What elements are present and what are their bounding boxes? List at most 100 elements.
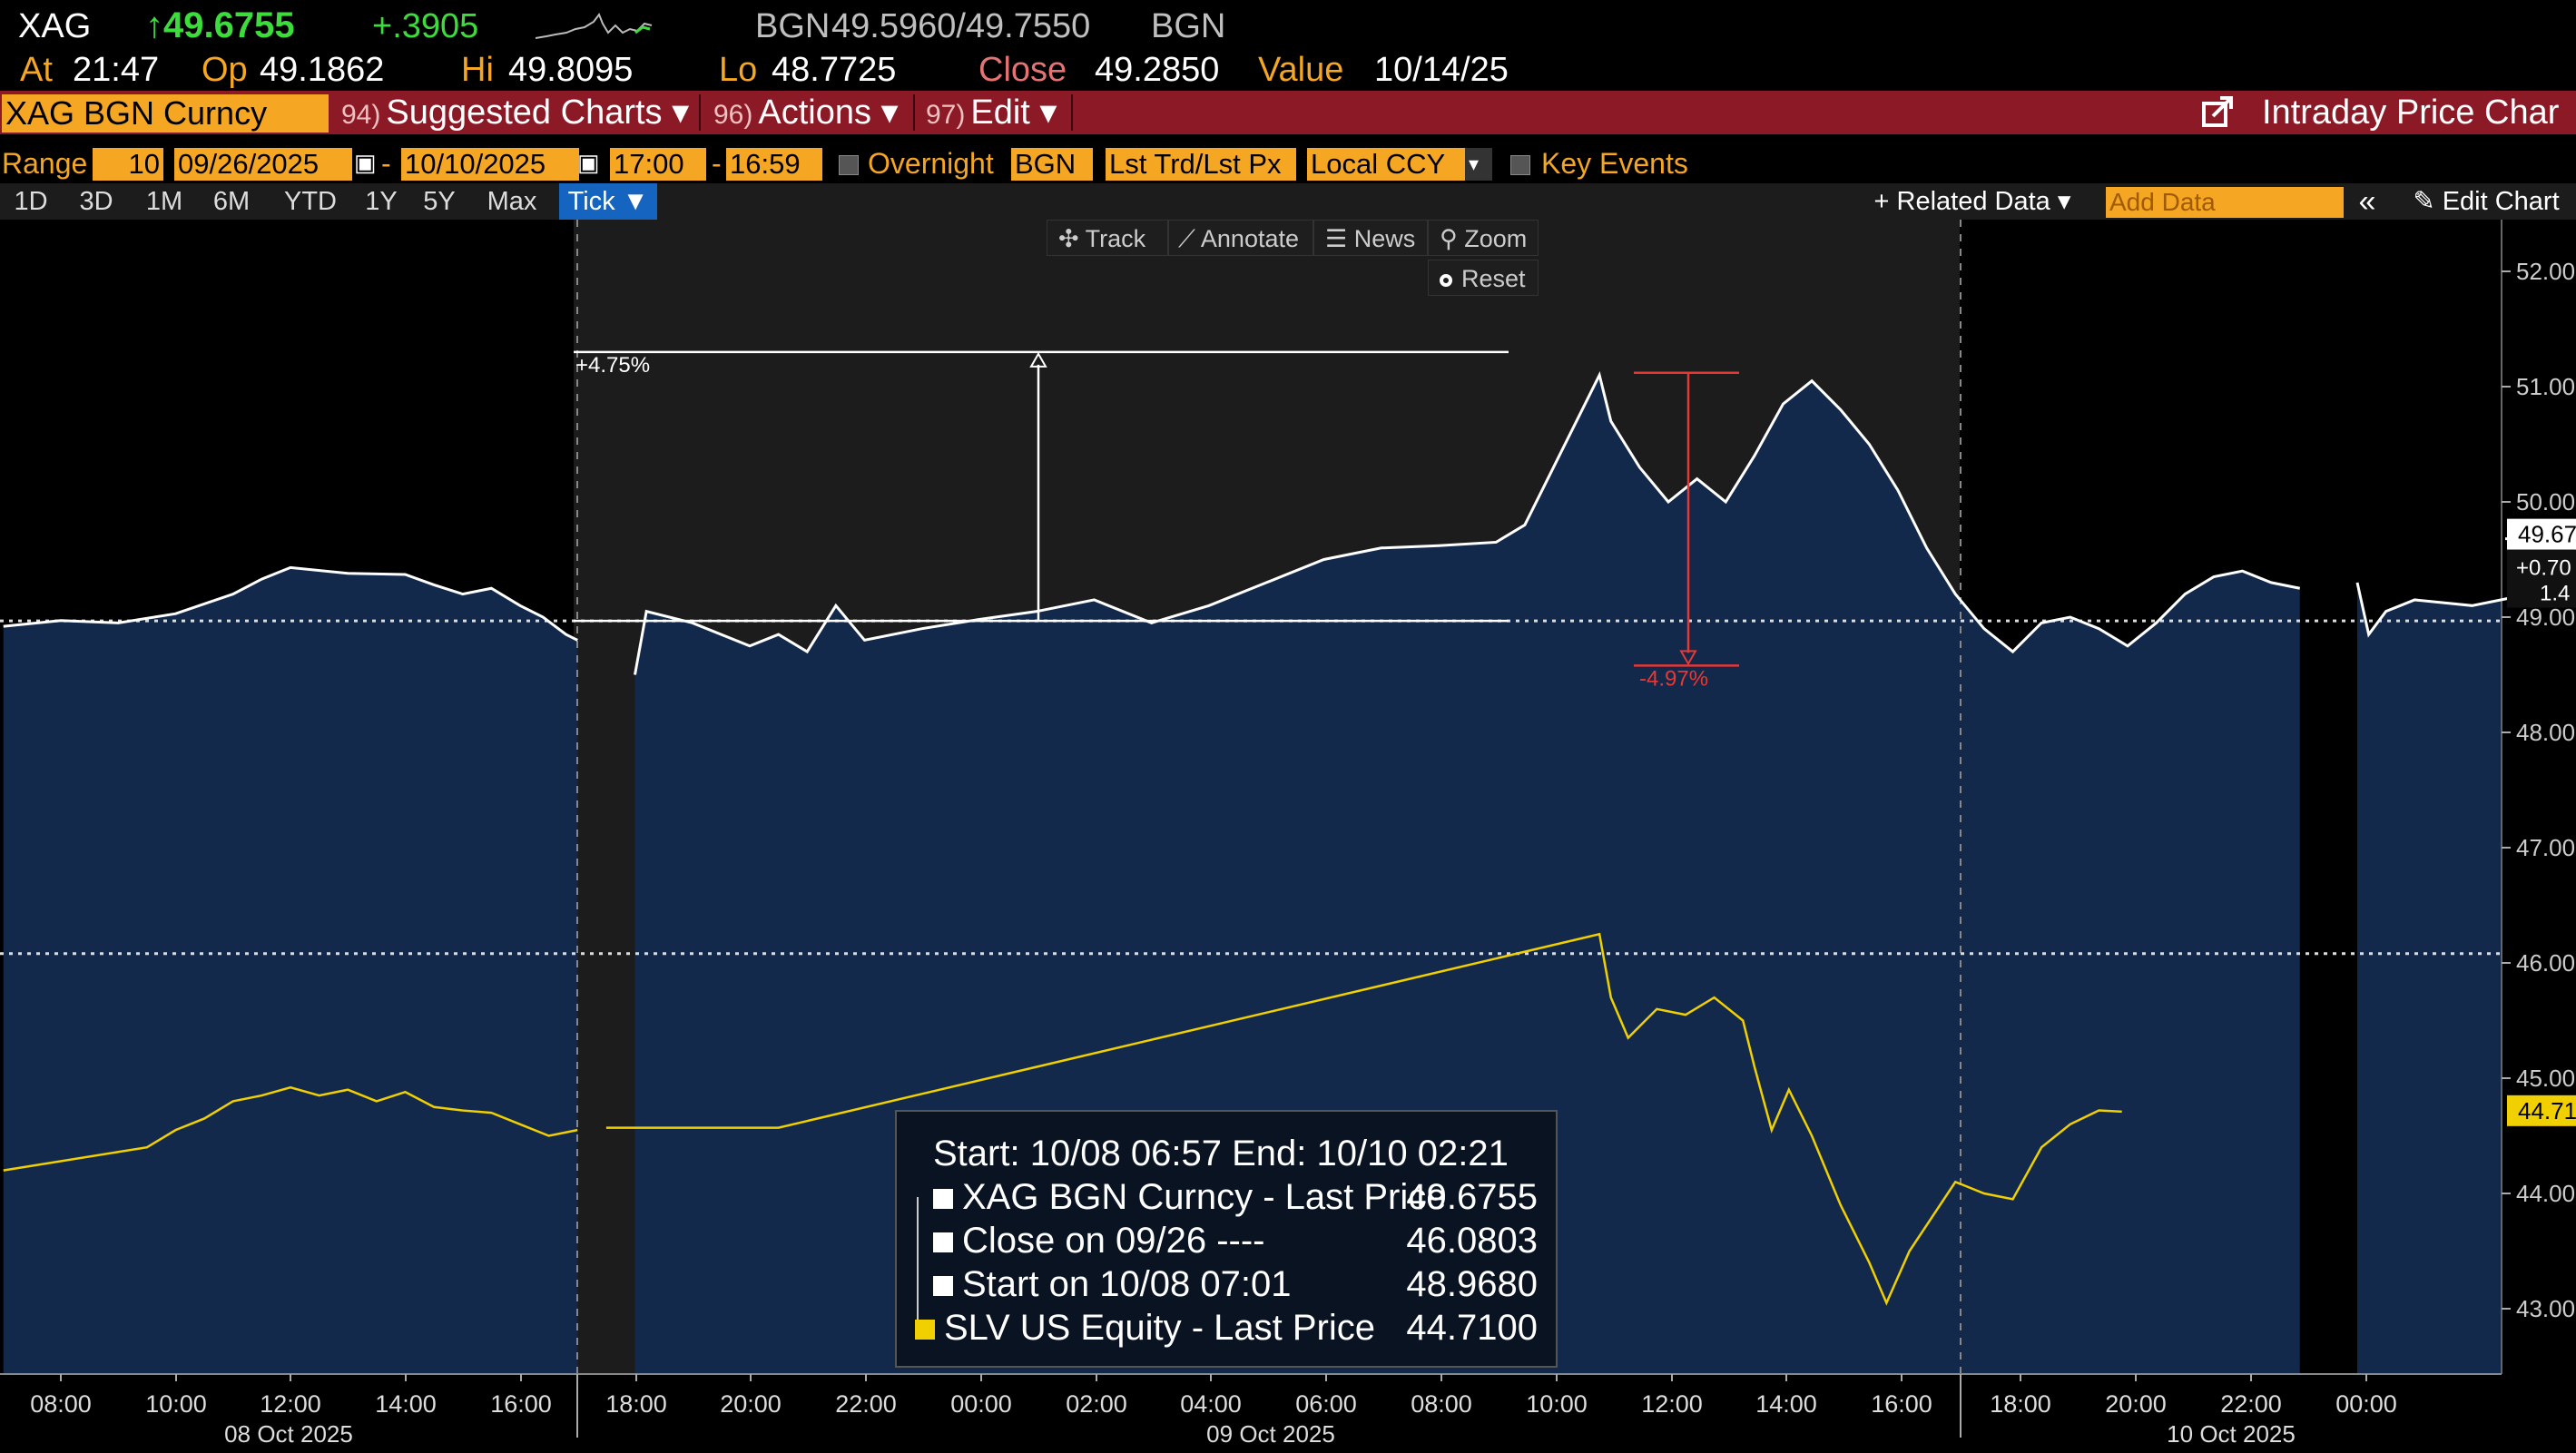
x-tick-label: 02:00 bbox=[1066, 1390, 1127, 1418]
currency-select[interactable]: Local CCY bbox=[1307, 148, 1485, 181]
reset-icon bbox=[1440, 273, 1452, 287]
overnight-label: Overnight bbox=[868, 147, 994, 180]
annotation-up-label: +4.75% bbox=[575, 353, 650, 378]
y-tick-label: 45.00 bbox=[2516, 1065, 2575, 1092]
legend-value: 49.6755 bbox=[1406, 1177, 1538, 1217]
chevron-down-icon[interactable]: ▾ bbox=[1465, 148, 1492, 181]
legend-header: Start: 10/08 06:57 End: 10/10 02:21 bbox=[933, 1134, 1509, 1173]
change-tag-label: +0.70 bbox=[2516, 556, 2571, 581]
x-tick-label: 08:00 bbox=[1411, 1390, 1472, 1418]
legend-swatch bbox=[933, 1232, 953, 1253]
at-time: 21:47 bbox=[73, 51, 160, 89]
x-tick-label: 10:00 bbox=[145, 1390, 207, 1418]
zoom-button[interactable]: ⚲ Zoom bbox=[1428, 220, 1539, 256]
legend-label: Close on 09/26 ---- bbox=[962, 1221, 1265, 1261]
legend-swatch bbox=[933, 1276, 953, 1297]
quote-header: XAG ↑49.6755 +.3905 BGN 49.5960/49.7550 … bbox=[0, 0, 2576, 49]
calendar-icon[interactable]: ▣ bbox=[577, 149, 600, 176]
range-bar: Range 10 09/26/2025 ▣ - 10/10/2025 ▣ 17:… bbox=[0, 145, 2576, 183]
x-tick-label: 12:00 bbox=[260, 1390, 321, 1418]
calendar-icon[interactable]: ▣ bbox=[354, 149, 377, 176]
actions-menu[interactable]: 96) Actions ▾ bbox=[713, 91, 899, 134]
legend-swatch bbox=[915, 1320, 935, 1340]
close-label: Close bbox=[978, 51, 1067, 89]
key-events-checkbox[interactable] bbox=[1510, 155, 1530, 175]
tick-button[interactable]: Tick ▼ bbox=[559, 183, 657, 220]
y-tick-label: 43.00 bbox=[2516, 1295, 2575, 1322]
x-tick-label: 20:00 bbox=[720, 1390, 782, 1418]
arrow-up-icon bbox=[1029, 351, 1047, 368]
sparkline-icon bbox=[535, 12, 653, 39]
period-max[interactable]: Max bbox=[487, 187, 537, 216]
start-date-input[interactable]: 09/26/2025 bbox=[174, 148, 352, 181]
range-label: Range bbox=[2, 147, 88, 180]
start-time-input[interactable]: 17:00 bbox=[610, 148, 706, 181]
bid-ask: 49.5960/49.7550 bbox=[831, 7, 1091, 45]
security-field[interactable]: XAG BGN Curncy bbox=[2, 94, 329, 133]
end-time-input[interactable]: 16:59 bbox=[726, 148, 822, 181]
external-link-icon[interactable] bbox=[2200, 96, 2237, 129]
edit-chart-button[interactable]: ✎ Edit Chart bbox=[2413, 187, 2560, 216]
period-1d[interactable]: 1D bbox=[14, 187, 48, 216]
legend-label: Start on 10/08 07:01 bbox=[962, 1264, 1292, 1304]
price-change: +.3905 bbox=[372, 7, 479, 45]
annotate-button[interactable]: ⟋ Annotate bbox=[1168, 220, 1313, 256]
legend-row: XAG BGN Curncy - Last Price bbox=[933, 1175, 1446, 1219]
track-button[interactable]: ✣ Track bbox=[1047, 220, 1168, 256]
price-area-fill bbox=[3, 567, 578, 1374]
x-tick-label: 06:00 bbox=[1295, 1390, 1357, 1418]
source-label-2: BGN bbox=[1151, 7, 1226, 45]
at-label: At bbox=[20, 51, 53, 89]
y-tick-label: 46.00 bbox=[2516, 949, 2575, 977]
pct-tag-label: 1.4 bbox=[2540, 582, 2570, 606]
ticker[interactable]: XAG bbox=[18, 7, 92, 45]
divider bbox=[1071, 94, 1073, 131]
x-tick-label: 10:00 bbox=[1526, 1390, 1588, 1418]
period-6m[interactable]: 6M bbox=[212, 187, 251, 216]
price-type-select[interactable]: Lst Trd/Lst Px bbox=[1106, 148, 1296, 181]
collapse-icon[interactable]: « bbox=[2358, 184, 2376, 219]
related-data-button[interactable]: + Related Data ▾ bbox=[1873, 187, 2071, 216]
menu-number: 96) bbox=[713, 100, 753, 130]
legend-row: Start on 10/08 07:01 bbox=[933, 1262, 1292, 1306]
annotation-down-label: -4.97% bbox=[1639, 666, 1708, 691]
end-date-input[interactable]: 10/10/2025 bbox=[401, 148, 579, 181]
divider bbox=[913, 94, 915, 131]
time-dash: - bbox=[712, 147, 722, 180]
menu-label: Actions ▾ bbox=[758, 93, 899, 132]
reset-button[interactable]: Reset bbox=[1428, 260, 1539, 296]
source-input[interactable]: BGN bbox=[1011, 148, 1093, 181]
x-tick-label: 18:00 bbox=[605, 1390, 667, 1418]
quote-stats: At 21:47 Op 49.1862 Hi 49.8095 Lo 48.772… bbox=[0, 49, 2576, 91]
y-tick-label: 52.00 bbox=[2516, 258, 2575, 285]
overnight-checkbox[interactable] bbox=[839, 155, 859, 175]
value-label: Value bbox=[1258, 51, 1344, 89]
x-tick-label: 00:00 bbox=[2335, 1390, 2397, 1418]
x-date-label: 08 Oct 2025 bbox=[224, 1420, 353, 1448]
hi-label: Hi bbox=[461, 51, 494, 89]
period-bar: 1D 3D 1M 6M YTD 1Y 5Y Max Tick ▼ + Relat… bbox=[0, 183, 2576, 220]
x-tick-label: 18:00 bbox=[1990, 1390, 2051, 1418]
open-value: 49.1862 bbox=[260, 51, 385, 89]
news-button[interactable]: ☰ News bbox=[1313, 220, 1428, 256]
x-tick-label: 14:00 bbox=[1755, 1390, 1817, 1418]
range-input[interactable]: 10 bbox=[93, 148, 163, 181]
period-5y[interactable]: 5Y bbox=[423, 187, 456, 216]
add-data-input[interactable]: Add Data bbox=[2106, 187, 2344, 218]
legend-swatch bbox=[933, 1189, 953, 1210]
period-3d[interactable]: 3D bbox=[79, 187, 113, 216]
period-1m[interactable]: 1M bbox=[145, 187, 183, 216]
xag-price-line bbox=[634, 370, 2301, 675]
chart-legend[interactable]: Start: 10/08 06:57 End: 10/10 02:21 XAG … bbox=[895, 1110, 1558, 1368]
close-value: 49.2850 bbox=[1095, 51, 1220, 89]
change-tag bbox=[2507, 549, 2576, 608]
date-dash: - bbox=[381, 147, 391, 180]
x-date-label: 09 Oct 2025 bbox=[1206, 1420, 1335, 1448]
edit-menu[interactable]: 97) Edit ▾ bbox=[926, 91, 1057, 134]
last-price-tag bbox=[2507, 518, 2576, 550]
menu-number: 94) bbox=[341, 100, 381, 130]
period-ytd[interactable]: YTD bbox=[284, 187, 337, 216]
period-1y[interactable]: 1Y bbox=[365, 187, 398, 216]
suggested-charts-menu[interactable]: 94) Suggested Charts ▾ bbox=[341, 91, 689, 134]
x-tick-label: 22:00 bbox=[835, 1390, 897, 1418]
